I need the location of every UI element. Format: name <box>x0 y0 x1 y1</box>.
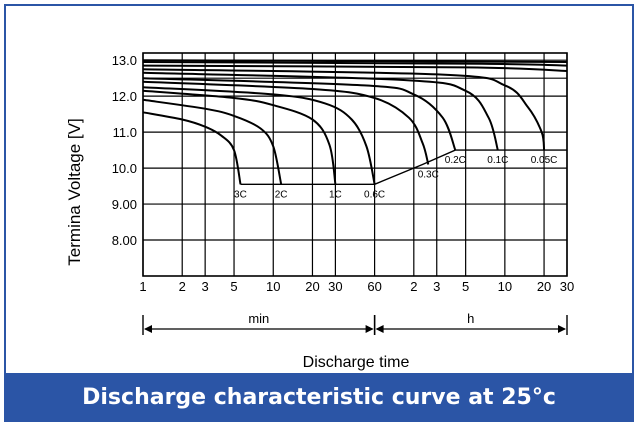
series-label: 0.1C <box>487 155 508 166</box>
series-label: 1C <box>329 189 342 200</box>
bracket-arrow <box>144 325 152 333</box>
chart-curves <box>142 59 568 185</box>
series-line-0-2C <box>142 77 457 151</box>
x-tick-label: 3 <box>433 279 440 294</box>
series-line-0-1C <box>142 71 499 151</box>
series-line-top-b <box>142 61 568 67</box>
chart-frame <box>4 4 634 422</box>
y-tick-label: 11.0 <box>113 125 137 140</box>
unit-group-label: h <box>467 311 474 326</box>
x-tick-label: 5 <box>230 279 237 294</box>
end-voltage-line <box>374 149 567 185</box>
series-label: 0.6C <box>364 189 385 200</box>
x-tick-label: 30 <box>560 279 574 294</box>
x-tick-label: 20 <box>305 279 319 294</box>
x-tick-label: 10 <box>498 279 512 294</box>
series-line-0-6C <box>142 86 376 185</box>
y-axis-label: Termina Voltage [V] <box>65 118 84 265</box>
chart-caption: Discharge characteristic curve at 25°c <box>82 385 556 410</box>
series-line-2C <box>142 98 283 185</box>
series-label: 3C <box>234 189 247 200</box>
x-axis-label: Discharge time <box>303 354 410 371</box>
series-line-3C <box>142 111 242 185</box>
series-label: 0.3C <box>418 170 439 181</box>
series-line-1C <box>142 89 337 185</box>
x-tick-label: 30 <box>328 279 342 294</box>
y-tick-label: 13.0 <box>112 53 137 68</box>
series-label: 2C <box>275 189 288 200</box>
bracket-arrow <box>558 325 566 333</box>
x-tick-label: 3 <box>202 279 209 294</box>
unit-group-label: min <box>248 311 269 326</box>
series-line-top-a <box>142 64 568 72</box>
y-tick-label: 12.0 <box>112 89 137 104</box>
caption-bar: Discharge characteristic curve at 25°c <box>4 373 634 422</box>
x-tick-label: 20 <box>537 279 551 294</box>
chart-labels: 1 2 3 5 10 20 30 60 2 3 5 10 20 30 8.00 9.00 10.0 11.0 12.… <box>112 53 575 326</box>
y-tick-label: 10.0 <box>112 161 137 176</box>
chart-grid <box>142 52 568 335</box>
series-label: 0.05C <box>531 155 558 166</box>
series-line-top-c <box>142 59 568 63</box>
x-tick-label: 2 <box>410 279 417 294</box>
series-line-0-3C <box>142 80 430 165</box>
series-label: 0.2C <box>445 155 466 166</box>
y-tick-label: 9.00 <box>112 197 137 212</box>
x-tick-label: 5 <box>462 279 469 294</box>
x-tick-label: 1 <box>139 279 146 294</box>
x-tick-label: 2 <box>179 279 186 294</box>
y-tick-label: 8.00 <box>112 233 137 248</box>
x-tick-label: 10 <box>266 279 280 294</box>
series-line-0-05C <box>142 68 546 151</box>
bracket-arrow <box>365 325 374 333</box>
bracket-arrow <box>375 325 384 333</box>
x-tick-label: 60 <box>367 279 381 294</box>
